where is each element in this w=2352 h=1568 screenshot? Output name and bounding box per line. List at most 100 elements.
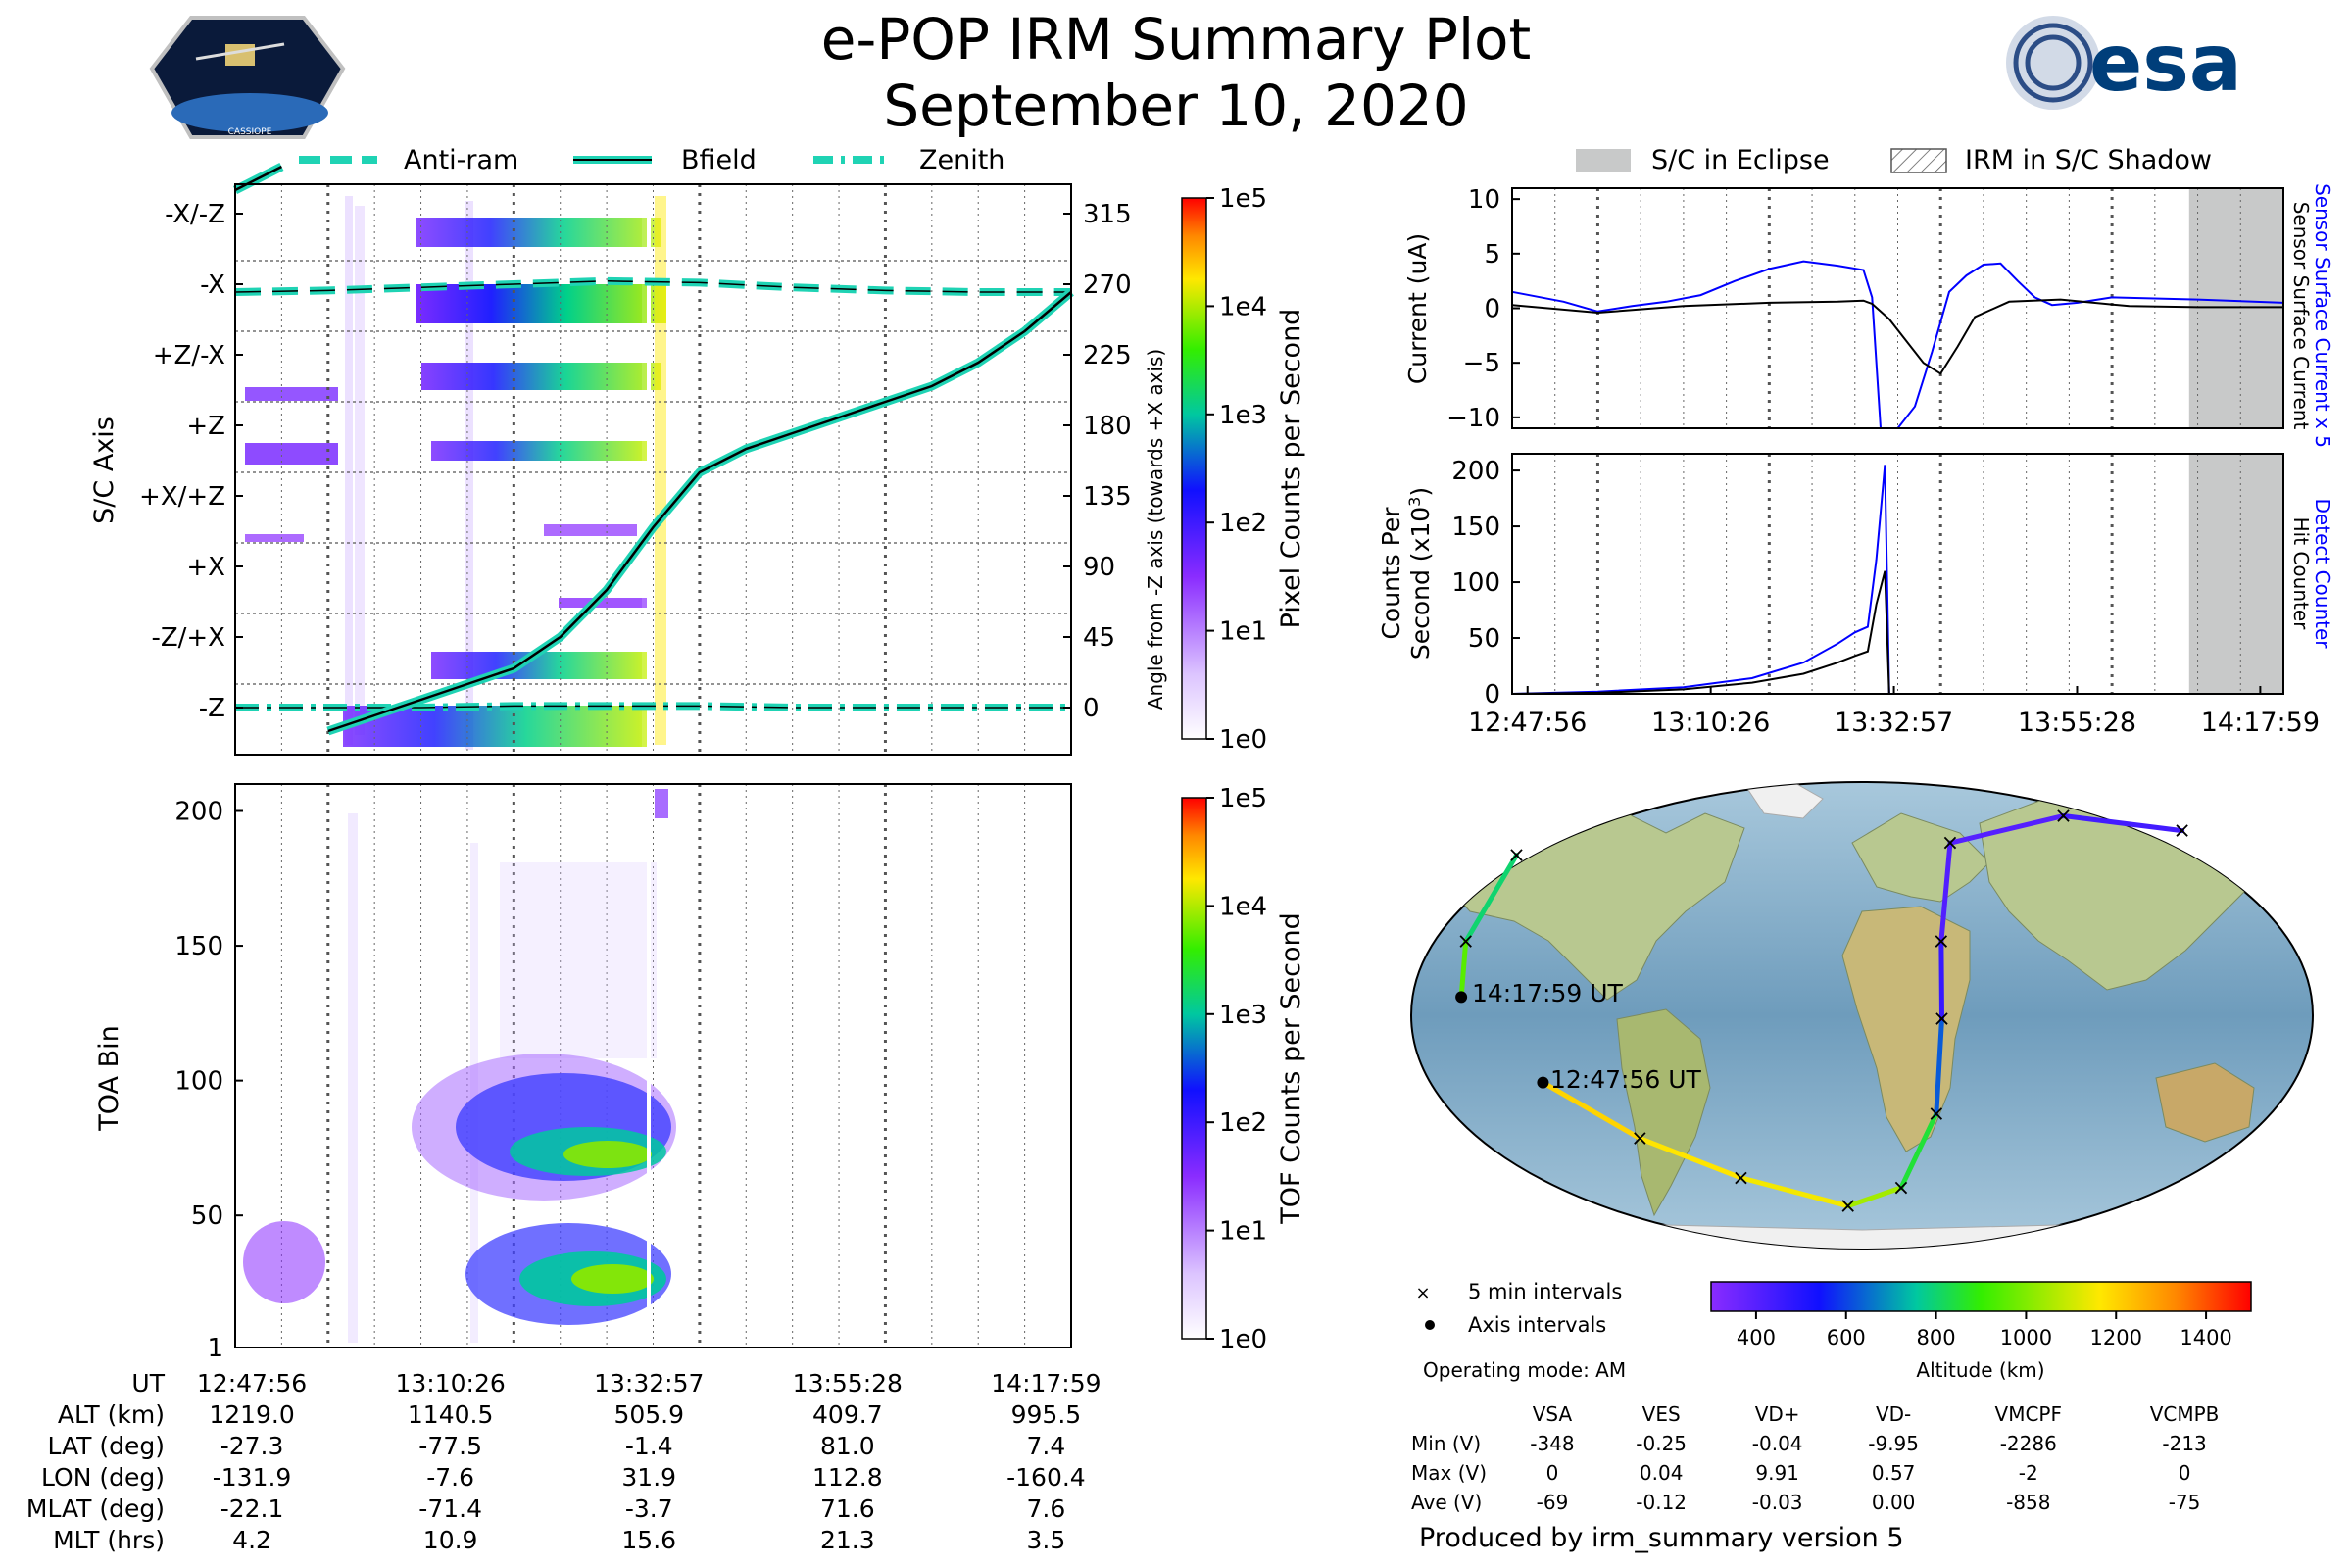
current-right-label-blue: Sensor Surface Current x 5 bbox=[2311, 183, 2334, 448]
pixel-colorbar-tick-label: 1e4 bbox=[1219, 292, 1267, 321]
ephemeris-cell: 505.9 bbox=[613, 1400, 684, 1429]
current-eclipse-region bbox=[2188, 188, 2283, 428]
stats-cell: 0 bbox=[2178, 1461, 2191, 1485]
sc-axis-tick-label: -X bbox=[200, 270, 225, 300]
legend-axis-intervals: Axis intervals bbox=[1468, 1313, 1606, 1337]
map-start-label: 12:47:56 UT bbox=[1550, 1065, 1702, 1094]
stats-header-row: VSA VES VD+ VD- VMCPF VCMPB bbox=[1411, 1399, 2264, 1429]
stats-cell: -0.12 bbox=[1636, 1491, 1688, 1514]
ephemeris-cell: 10.9 bbox=[423, 1526, 478, 1554]
cassiope-logo-text: CASSIOPE bbox=[228, 127, 272, 137]
ephemeris-cell: -3.7 bbox=[625, 1494, 673, 1523]
sc-axis-tick-label: +X bbox=[186, 553, 225, 582]
sc-axis-ylabel: S/C Axis bbox=[89, 416, 120, 524]
legend-anti-ram: Anti-ram bbox=[404, 145, 518, 175]
tof-colorbar-tick-label: 1e2 bbox=[1219, 1108, 1267, 1138]
orbit-track-segment bbox=[1898, 1110, 1939, 1191]
orbit-axis-dot bbox=[1537, 1076, 1549, 1089]
counts-panel: 200 150 100 50 0 12:47:56 13:10:26 13:32:57 13:… bbox=[1377, 453, 2334, 738]
ephemeris-cell: 1140.5 bbox=[408, 1400, 493, 1429]
page-title: e-POP IRM Summary Plot bbox=[820, 6, 1532, 73]
current-series-black bbox=[1511, 298, 2283, 375]
stats-header: VES bbox=[1642, 1402, 1681, 1426]
orbit-track-segment bbox=[1938, 939, 1945, 1022]
counts-xtick-label: 13:55:28 bbox=[2018, 708, 2136, 738]
ephemeris-cell: 31.9 bbox=[621, 1463, 676, 1492]
pixel-colorbar-tick-label: 1e1 bbox=[1219, 617, 1267, 647]
current-ytick-label: 0 bbox=[1484, 295, 1500, 324]
counts-ylabel-line1: Counts Per bbox=[1377, 507, 1405, 640]
cassiope-logo: CASSIOPE bbox=[149, 16, 346, 139]
current-ytick-label: −5 bbox=[1463, 349, 1500, 378]
stats-header: VD+ bbox=[1754, 1402, 1800, 1426]
stats-cell: -0.25 bbox=[1636, 1432, 1688, 1455]
sc-axis-y2-tick-label: 270 bbox=[1083, 270, 1132, 300]
ephemeris-row-label: UT bbox=[131, 1369, 165, 1397]
stats-row-label: Min (V) bbox=[1411, 1432, 1482, 1455]
sc-axis-tick-label: -Z/+X bbox=[151, 623, 225, 653]
ephemeris-cell: 13:10:26 bbox=[396, 1369, 506, 1397]
ephemeris-cell: -77.5 bbox=[418, 1432, 482, 1460]
orbit-track-segment bbox=[1947, 813, 2066, 846]
pixel-colorbar-tick-label: 1e5 bbox=[1219, 184, 1267, 214]
tof-colorbar-tick-label: 1e0 bbox=[1219, 1325, 1267, 1354]
toa-tick-label: 50 bbox=[191, 1201, 223, 1231]
ephemeris-cell: -7.6 bbox=[426, 1463, 474, 1492]
sc-axis-y2-tick-label: 180 bbox=[1083, 412, 1132, 441]
stats-cell: 0.04 bbox=[1639, 1461, 1684, 1485]
current-ylabel: Current (uA) bbox=[1403, 233, 1432, 384]
stats-cell: -2 bbox=[2018, 1461, 2038, 1485]
counts-ylabel-line2: Second (x103) bbox=[1405, 487, 1436, 660]
sc-axis-tick-label: -Z bbox=[199, 694, 225, 723]
orbit-5min-marker: × bbox=[1456, 930, 1474, 955]
orbit-track-segment bbox=[1934, 1016, 1945, 1116]
stats-cell: -0.03 bbox=[1751, 1491, 1803, 1514]
stats-row-max: Max (V) 0 0.04 9.91 0.57 -2 0 bbox=[1411, 1458, 2264, 1488]
ephemeris-cell: -22.1 bbox=[220, 1494, 284, 1523]
counts-ytick-label: 0 bbox=[1484, 680, 1500, 710]
ephemeris-cell: -27.3 bbox=[220, 1432, 284, 1460]
ephemeris-cell: 81.0 bbox=[820, 1432, 875, 1460]
altitude-tick-label: 1000 bbox=[2000, 1326, 2052, 1349]
toa-tick-label: 1 bbox=[207, 1334, 223, 1363]
orbit-5min-marker: × bbox=[1892, 1176, 1910, 1200]
ephemeris-table: UT 12:47:56 13:10:26 13:32:57 13:55:28 14:17:… bbox=[26, 1369, 1102, 1554]
toa-tick-label: 200 bbox=[174, 798, 223, 827]
orbit-5min-marker: × bbox=[1941, 831, 1959, 856]
counts-xtick-label: 12:47:56 bbox=[1468, 708, 1587, 738]
orbit-track-segment bbox=[1637, 1136, 1743, 1181]
legend-x-marker-icon: × bbox=[1415, 1283, 1430, 1303]
toa-tick-label: 100 bbox=[174, 1067, 223, 1097]
orbit-5min-marker: × bbox=[2173, 819, 2190, 844]
altitude-tick-label: 800 bbox=[1917, 1326, 1956, 1349]
current-ytick-label: −10 bbox=[1446, 404, 1500, 433]
sc-axis-y2-tick-label: 135 bbox=[1083, 482, 1132, 512]
stats-cell: -0.04 bbox=[1751, 1432, 1803, 1455]
ephemeris-cell: 4.2 bbox=[232, 1526, 271, 1554]
esa-logo-text: esa bbox=[2089, 18, 2242, 109]
stats-row-min: Min (V) -348 -0.25 -0.04 -9.95 -2286 -21… bbox=[1411, 1429, 2264, 1458]
sc-axis-y2-tick-label: 315 bbox=[1083, 200, 1132, 229]
stats-cell: -2286 bbox=[1999, 1432, 2057, 1455]
bfield-line bbox=[327, 291, 1072, 733]
tof-colorbar-tick-label: 1e4 bbox=[1219, 892, 1267, 921]
ephemeris-cell: 21.3 bbox=[820, 1526, 875, 1554]
stats-cell: -348 bbox=[1530, 1432, 1575, 1455]
ephemeris-cell: -1.4 bbox=[625, 1432, 673, 1460]
altitude-tick-label: 1400 bbox=[2180, 1326, 2231, 1349]
bfield-line bbox=[234, 165, 282, 192]
ephemeris-cell: -160.4 bbox=[1006, 1463, 1086, 1492]
orbit-track-segment bbox=[1458, 939, 1469, 1000]
anti-ram-line-core bbox=[234, 280, 1071, 293]
pixel-colorbar-label: Pixel Counts per Second bbox=[1276, 309, 1306, 629]
sc-axis-y2label: Angle from -Z axis (towards +X axis) bbox=[1144, 349, 1167, 710]
legend-top-right: S/C in Eclipse IRM in S/C Shadow bbox=[1576, 145, 2212, 175]
ephemeris-row-label: LON (deg) bbox=[41, 1463, 165, 1492]
orbit-5min-marker: × bbox=[1928, 1102, 1945, 1126]
orbit-5min-marker: × bbox=[2054, 805, 2072, 829]
stats-cell: -9.95 bbox=[1868, 1432, 1919, 1455]
orbit-5min-marker: × bbox=[1507, 844, 1525, 868]
toa-tick-label: 150 bbox=[174, 932, 223, 961]
voltage-stats-table: VSA VES VD+ VD- VMCPF VCMPB Min (V) -348… bbox=[1411, 1399, 2264, 1517]
